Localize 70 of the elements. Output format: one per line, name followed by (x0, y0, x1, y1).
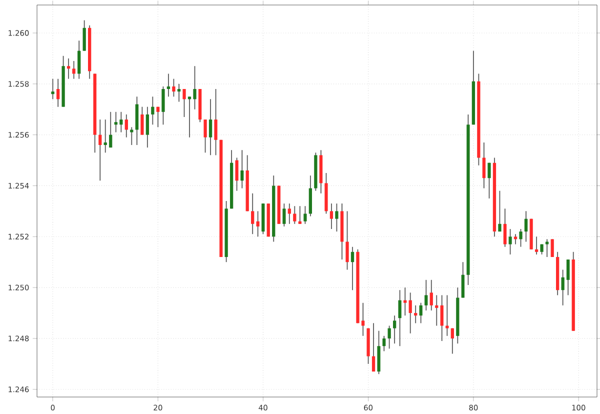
candlestick (208, 98, 212, 156)
candlestick (104, 119, 107, 154)
candlestick (172, 78, 176, 98)
candlestick (51, 78, 54, 100)
candlestick (404, 287, 407, 316)
candlestick (188, 96, 192, 138)
candlestick (251, 192, 254, 235)
candlestick (424, 279, 428, 311)
candlestick (503, 208, 507, 248)
candlestick (177, 83, 181, 102)
candlestick (461, 262, 464, 298)
candlestick (282, 203, 286, 227)
candlestick (382, 335, 386, 352)
candlestick (77, 40, 81, 80)
candlestick (182, 88, 186, 118)
candlestick (372, 322, 376, 372)
candlestick (534, 236, 538, 255)
candlestick (204, 119, 207, 154)
candlestick (82, 20, 86, 52)
candlestick (550, 238, 554, 258)
candlestick (514, 234, 518, 245)
candlestick (414, 304, 418, 324)
candlestick (166, 73, 170, 98)
candlestick (256, 210, 260, 238)
candlestick (330, 203, 334, 230)
candlestick (545, 238, 549, 258)
candlestick (298, 206, 302, 224)
candlestick (162, 86, 165, 126)
candlestick (66, 58, 70, 80)
candlestick (193, 66, 196, 110)
candlestick (440, 294, 444, 342)
candlestick (450, 328, 454, 354)
candlestick (392, 315, 396, 344)
candlestick (519, 228, 522, 248)
candlestick (408, 292, 412, 334)
candlestick (304, 206, 307, 224)
candlestick (240, 150, 244, 189)
candlestick (346, 210, 349, 270)
candlestick (130, 126, 134, 146)
candlestick (214, 88, 218, 156)
candlestick (235, 157, 238, 192)
candlestick (72, 60, 76, 80)
candlestick (56, 78, 60, 108)
candlestick (566, 259, 570, 296)
candlestick (146, 106, 150, 148)
candlestick (398, 290, 402, 347)
candlestick (419, 302, 422, 324)
candlestick (98, 119, 102, 182)
candlestick (109, 111, 112, 148)
candlestick (335, 203, 338, 232)
candlestick (488, 162, 491, 199)
candlestick (156, 106, 160, 128)
candlestick (508, 228, 512, 255)
candlestick (446, 294, 449, 336)
candlestick (120, 111, 123, 133)
candlestick (350, 246, 354, 291)
candlestick (430, 279, 433, 311)
candlestick (524, 210, 528, 242)
candlestick (293, 206, 296, 224)
candlestick (435, 294, 438, 326)
candlestick (140, 106, 144, 136)
candlestick (114, 111, 118, 133)
candlestick (124, 114, 128, 138)
candlestick (498, 190, 502, 232)
candlestick (288, 203, 291, 224)
candlestick (361, 302, 365, 336)
candlestick (151, 96, 154, 126)
candlestick (561, 269, 564, 306)
candlestick (388, 325, 391, 350)
candlestick (482, 142, 486, 189)
